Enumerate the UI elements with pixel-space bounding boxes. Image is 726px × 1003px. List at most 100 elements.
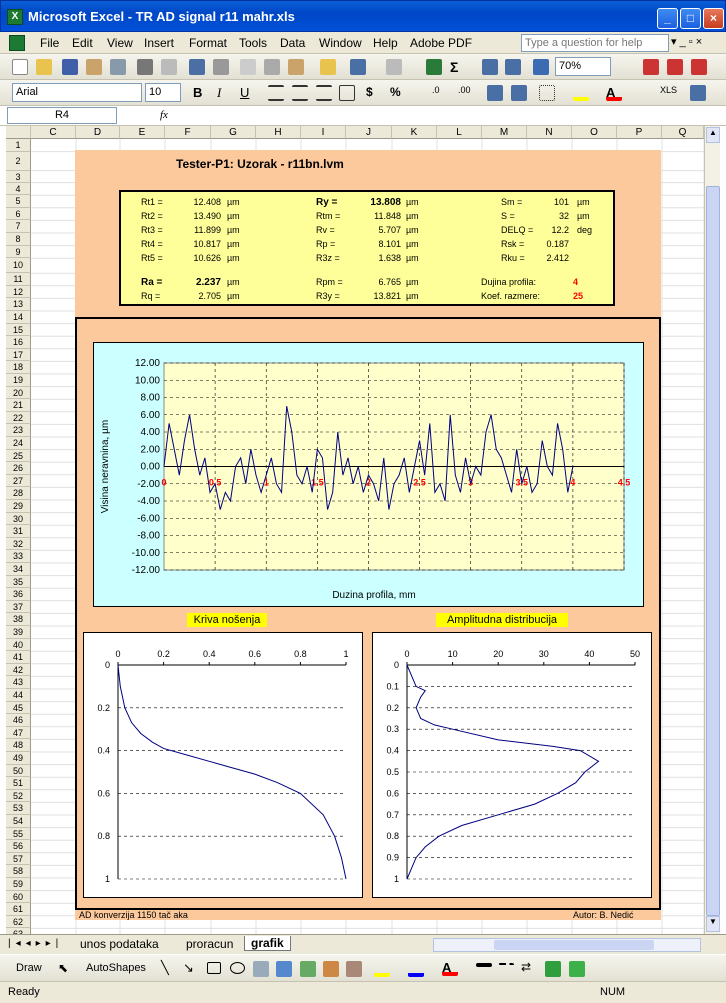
column-header[interactable]: F xyxy=(165,126,211,139)
menu-view[interactable]: View xyxy=(107,36,133,50)
row-header[interactable]: 30 xyxy=(6,512,31,526)
row-header[interactable]: 47 xyxy=(6,726,31,740)
column-header[interactable]: D xyxy=(76,126,120,139)
row-header[interactable]: 40 xyxy=(6,638,31,652)
row-header[interactable]: 48 xyxy=(6,739,31,752)
pdf-review-icon[interactable] xyxy=(691,59,707,75)
row-header[interactable]: 27 xyxy=(6,474,31,488)
row-header[interactable]: 4 xyxy=(6,182,31,196)
font-color-icon[interactable]: A xyxy=(606,85,622,101)
row-header[interactable]: 31 xyxy=(6,525,31,538)
currency-icon[interactable]: $ xyxy=(366,85,373,99)
row-header[interactable]: 41 xyxy=(6,651,31,664)
menu-tools[interactable]: Tools xyxy=(239,36,268,50)
row-header[interactable]: 45 xyxy=(6,701,31,715)
tab-nav-arrows[interactable]: |◂◂▸▸| xyxy=(8,938,64,949)
row-header[interactable]: 43 xyxy=(6,676,31,689)
column-header[interactable]: E xyxy=(120,126,165,139)
column-header[interactable]: K xyxy=(392,126,437,139)
sort-descending-icon[interactable] xyxy=(505,59,521,75)
close-button[interactable]: × xyxy=(703,8,724,29)
row-header[interactable]: 36 xyxy=(6,588,31,601)
align-right-icon[interactable] xyxy=(316,85,332,101)
rectangle-icon[interactable] xyxy=(207,962,221,974)
row-header[interactable]: 22 xyxy=(6,411,31,425)
wordart-icon[interactable] xyxy=(276,961,292,977)
row-header[interactable]: 61 xyxy=(6,903,31,916)
row-header[interactable]: 24 xyxy=(6,437,31,450)
row-header[interactable]: 26 xyxy=(6,462,31,475)
italic-icon[interactable]: I xyxy=(217,85,222,100)
column-header[interactable]: L xyxy=(437,126,482,139)
spelling-icon[interactable] xyxy=(189,59,205,75)
row-header[interactable]: 51 xyxy=(6,777,31,790)
sort-ascending-icon[interactable] xyxy=(482,59,498,75)
column-header[interactable]: P xyxy=(617,126,662,139)
row-header[interactable]: 13 xyxy=(6,298,31,311)
increase-decimal-icon[interactable]: .0 xyxy=(432,85,440,95)
row-header[interactable]: 12 xyxy=(6,285,31,299)
row-header[interactable]: 7 xyxy=(6,220,31,233)
diagram-icon[interactable] xyxy=(300,961,316,977)
oval-icon[interactable] xyxy=(230,962,245,974)
line-icon[interactable]: ╲ xyxy=(161,960,169,975)
row-header[interactable]: 55 xyxy=(6,827,31,841)
scroll-down-arrow[interactable]: ▼ xyxy=(706,916,720,932)
maximize-button[interactable]: □ xyxy=(680,8,701,29)
draw-menu[interactable]: Draw xyxy=(16,962,42,974)
permission-icon[interactable] xyxy=(86,59,102,75)
row-header[interactable]: 62 xyxy=(6,915,31,929)
column-header[interactable]: Q xyxy=(662,126,704,139)
menu-data[interactable]: Data xyxy=(280,36,306,50)
borders-icon[interactable] xyxy=(539,85,555,101)
xls-icon[interactable]: XLS xyxy=(660,85,678,95)
row-header[interactable]: 42 xyxy=(6,663,31,677)
picture-icon[interactable] xyxy=(346,961,362,977)
tab-unos-podataka[interactable]: unos podataka xyxy=(80,937,159,951)
row-header[interactable]: 9 xyxy=(6,245,31,259)
options-icon[interactable] xyxy=(690,85,706,101)
clipart-icon[interactable] xyxy=(323,961,339,977)
textbox-icon[interactable] xyxy=(253,961,269,977)
tab-grafik[interactable]: grafik xyxy=(244,936,291,951)
menu-insert[interactable]: Insert xyxy=(144,36,175,50)
format-painter-icon[interactable] xyxy=(320,59,336,75)
row-header[interactable]: 53 xyxy=(6,802,31,815)
row-header[interactable]: 46 xyxy=(6,714,31,727)
worksheet[interactable]: Tester-P1: Uzorak - r11bn.lvm Rt1 = 12.40… xyxy=(31,139,704,934)
row-header[interactable]: 57 xyxy=(6,852,31,866)
pdf-email-icon[interactable] xyxy=(667,59,683,75)
row-header[interactable]: 18 xyxy=(6,361,31,374)
vertical-scrollbar[interactable]: ▲ ▼ xyxy=(704,126,720,934)
align-left-icon[interactable] xyxy=(268,85,284,101)
row-header[interactable]: 8 xyxy=(6,233,31,246)
doc-close-icons[interactable]: ▾ _ ▫ × xyxy=(671,36,703,48)
row-header[interactable]: 28 xyxy=(6,487,31,500)
fill-color-icon[interactable] xyxy=(573,85,589,101)
row-header[interactable]: 32 xyxy=(6,537,31,551)
row-header[interactable]: 21 xyxy=(6,399,31,412)
column-header[interactable]: J xyxy=(346,126,392,139)
row-header[interactable]: 37 xyxy=(6,600,31,614)
dash-style-icon[interactable] xyxy=(498,963,514,969)
question-input[interactable]: Type a question for help xyxy=(521,34,669,52)
copy-icon[interactable] xyxy=(264,59,280,75)
cut-icon[interactable] xyxy=(240,59,256,75)
row-header[interactable]: 14 xyxy=(6,311,31,324)
row-header[interactable]: 56 xyxy=(6,840,31,853)
font-size-select[interactable]: 10 xyxy=(145,83,181,102)
row-header[interactable]: 33 xyxy=(6,550,31,563)
line-style-icon[interactable] xyxy=(476,963,492,967)
row-header[interactable]: 50 xyxy=(6,764,31,778)
row-header[interactable]: 3 xyxy=(6,170,31,183)
hyperlink-icon[interactable] xyxy=(426,59,442,75)
row-header[interactable]: 1 xyxy=(6,139,31,152)
column-header[interactable]: I xyxy=(301,126,346,139)
arrow-style-icon[interactable]: ⇄ xyxy=(521,960,532,974)
percent-icon[interactable]: % xyxy=(390,85,401,99)
select-pointer-icon[interactable]: ⬉ xyxy=(58,961,69,975)
decrease-indent-icon[interactable] xyxy=(487,85,503,101)
row-header[interactable]: 15 xyxy=(6,323,31,337)
column-header[interactable]: G xyxy=(211,126,256,139)
row-header[interactable]: 2 xyxy=(6,151,31,171)
